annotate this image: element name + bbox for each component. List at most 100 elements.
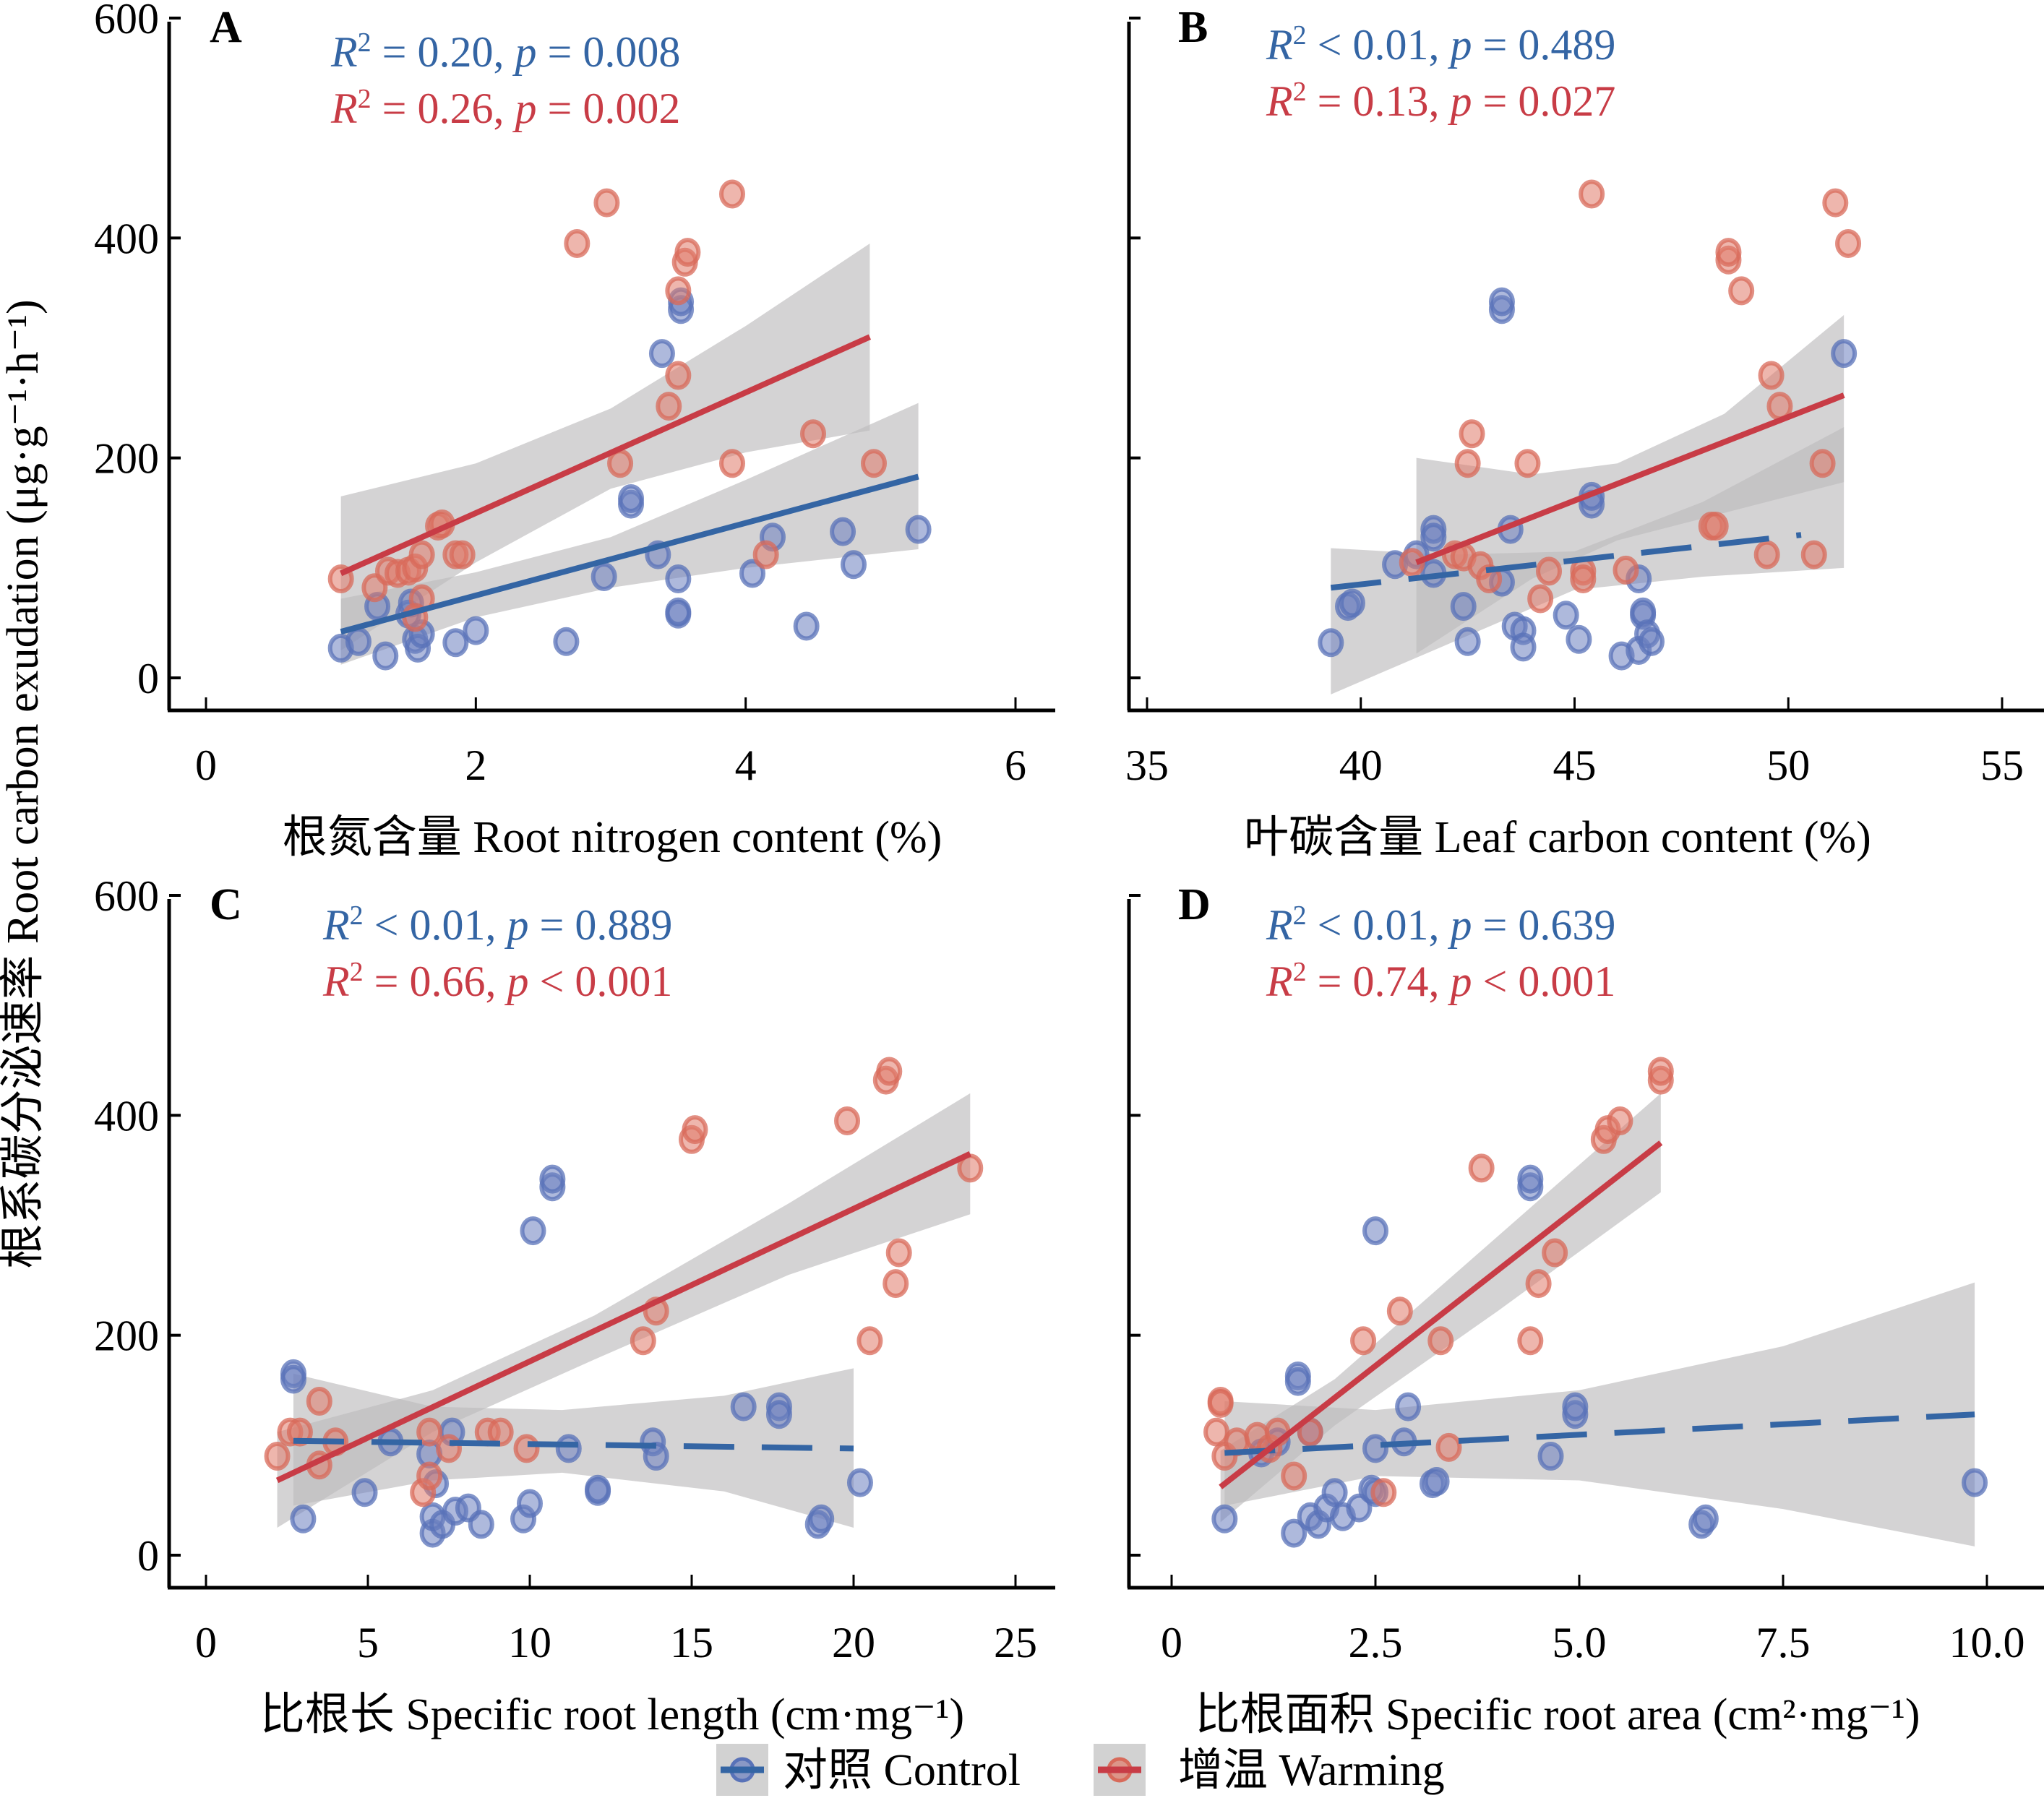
data-point-warming [1517,1326,1544,1356]
stat-annotation-warming: R2 = 0.13, p = 0.027 [1266,77,1615,125]
data-point-control [468,1510,494,1539]
data-point-warming [861,449,887,478]
x-tick-label: 55 [1980,741,2024,789]
data-point-warming [1728,276,1755,306]
data-point-control [830,517,856,546]
data-point-warming [449,540,476,569]
data-point-warming [1607,1106,1633,1135]
data-point-control [1346,1493,1373,1523]
data-point-control [765,1400,792,1429]
data-point-control [442,628,469,658]
y-axis-title: 根系碳分泌速率 Root carbon exudation (μg·g⁻¹·h⁻… [0,299,48,1268]
data-point-control [555,1434,582,1463]
data-point-warming [1809,449,1836,478]
fit-line-warming [1219,1140,1663,1489]
data-point-control [290,1504,317,1534]
data-point-warming [1370,1478,1397,1507]
x-axis-title: 比根面积 Specific root area (cm²·mg⁻¹) [1195,1690,1920,1739]
data-point-warming [416,1461,443,1491]
data-point-warming [264,1442,291,1471]
data-point-warming [1647,1057,1674,1086]
data-point-control [1450,592,1477,621]
data-point-warming [1203,1417,1230,1447]
data-point-warming [1753,540,1780,569]
data-point-control [463,616,489,645]
data-point-warming [1454,449,1481,478]
data-point-control [1339,588,1365,618]
panel-a: 0 200 400 600 0 2 4 6 根氮含量 Root nitrogen content… [94,0,1055,862]
data-point-control [520,1216,546,1246]
x-tick-label: 5 [357,1619,379,1666]
data-point-control [648,339,675,369]
data-point-warming [885,1238,912,1268]
data-point-control [1395,1392,1422,1421]
data-point-warming [630,1326,656,1356]
data-point-warming [564,228,591,258]
legend-item-control[interactable]: 对照 Control [716,1744,1021,1796]
y-tick-label: 0 [137,655,159,702]
confidence-band-control [340,403,919,665]
data-point-control [1362,1216,1388,1246]
data-point-warming [436,1434,462,1463]
data-point-warming [487,1417,514,1447]
data-point-control [846,1468,873,1497]
data-point-warming [1281,1461,1307,1491]
data-point-warming [416,1417,443,1447]
panel-letter: B [1178,3,1208,52]
data-point-warming [1527,584,1554,614]
data-point-control [1566,624,1592,654]
legend-item-warming[interactable]: 增温 Warming [1094,1744,1445,1796]
points-warming [327,179,887,632]
data-point-control [1962,1468,1988,1497]
data-point-control [1211,1504,1238,1534]
data-point-warming [834,1106,861,1135]
fit-line-warming [340,334,872,577]
x-tick-label: 10.0 [1949,1619,2025,1666]
data-point-control [793,611,820,641]
fit-line-warming [1415,392,1845,565]
data-point-warming [800,419,826,449]
data-point-warming [1468,1153,1495,1183]
data-point-warming [1207,1389,1234,1419]
data-point-warming [719,449,745,478]
y-tick-label: 400 [94,1092,159,1140]
fit-line-warming [275,1150,971,1484]
x-tick-label: 7.5 [1756,1619,1811,1666]
panel-d: 0 2.5 5.0 7.5 10.0 比根面积 Specific root area (c… [1127,880,2044,1739]
y-tick-label: 0 [137,1532,159,1580]
data-point-control [1638,627,1665,656]
x-tick-label: 35 [1125,741,1169,789]
data-point-control [345,627,372,656]
data-point-control [730,1392,757,1421]
data-point-warming [593,188,620,218]
data-point-warming [1715,238,1742,267]
x-tick-label: 2.5 [1349,1619,1403,1666]
data-point-control [1510,632,1537,662]
data-point-control [1321,1478,1348,1507]
stat-annotation-warming: R2 = 0.74, p < 0.001 [1266,957,1615,1005]
x-tick-label: 6 [1005,741,1026,789]
data-point-control [553,627,580,656]
data-point-control [841,550,867,580]
data-point-control [1488,287,1515,317]
data-point-warming [674,238,701,267]
data-point-warming [1476,564,1503,594]
data-point-control [280,1364,306,1394]
data-point-control [539,1164,566,1194]
fit-line-control [1330,532,1802,591]
panel-b: 35 40 45 50 55 叶碳含量 Leaf carbon content (%) B R… [1125,3,2044,862]
data-point-warming [876,1057,903,1086]
data-point-warming [883,1269,909,1299]
data-point-warming [1459,419,1485,449]
data-point-control [905,515,932,544]
data-point-control [1318,628,1344,658]
x-tick-label: 0 [195,741,217,789]
fit-line-control [1224,1411,1975,1456]
x-tick-label: 45 [1553,741,1597,789]
x-tick-label: 50 [1766,741,1810,789]
x-tick-label: 15 [670,1619,713,1666]
x-tick-label: 40 [1339,741,1383,789]
data-point-warming [1579,179,1605,209]
data-point-warming [408,540,435,569]
